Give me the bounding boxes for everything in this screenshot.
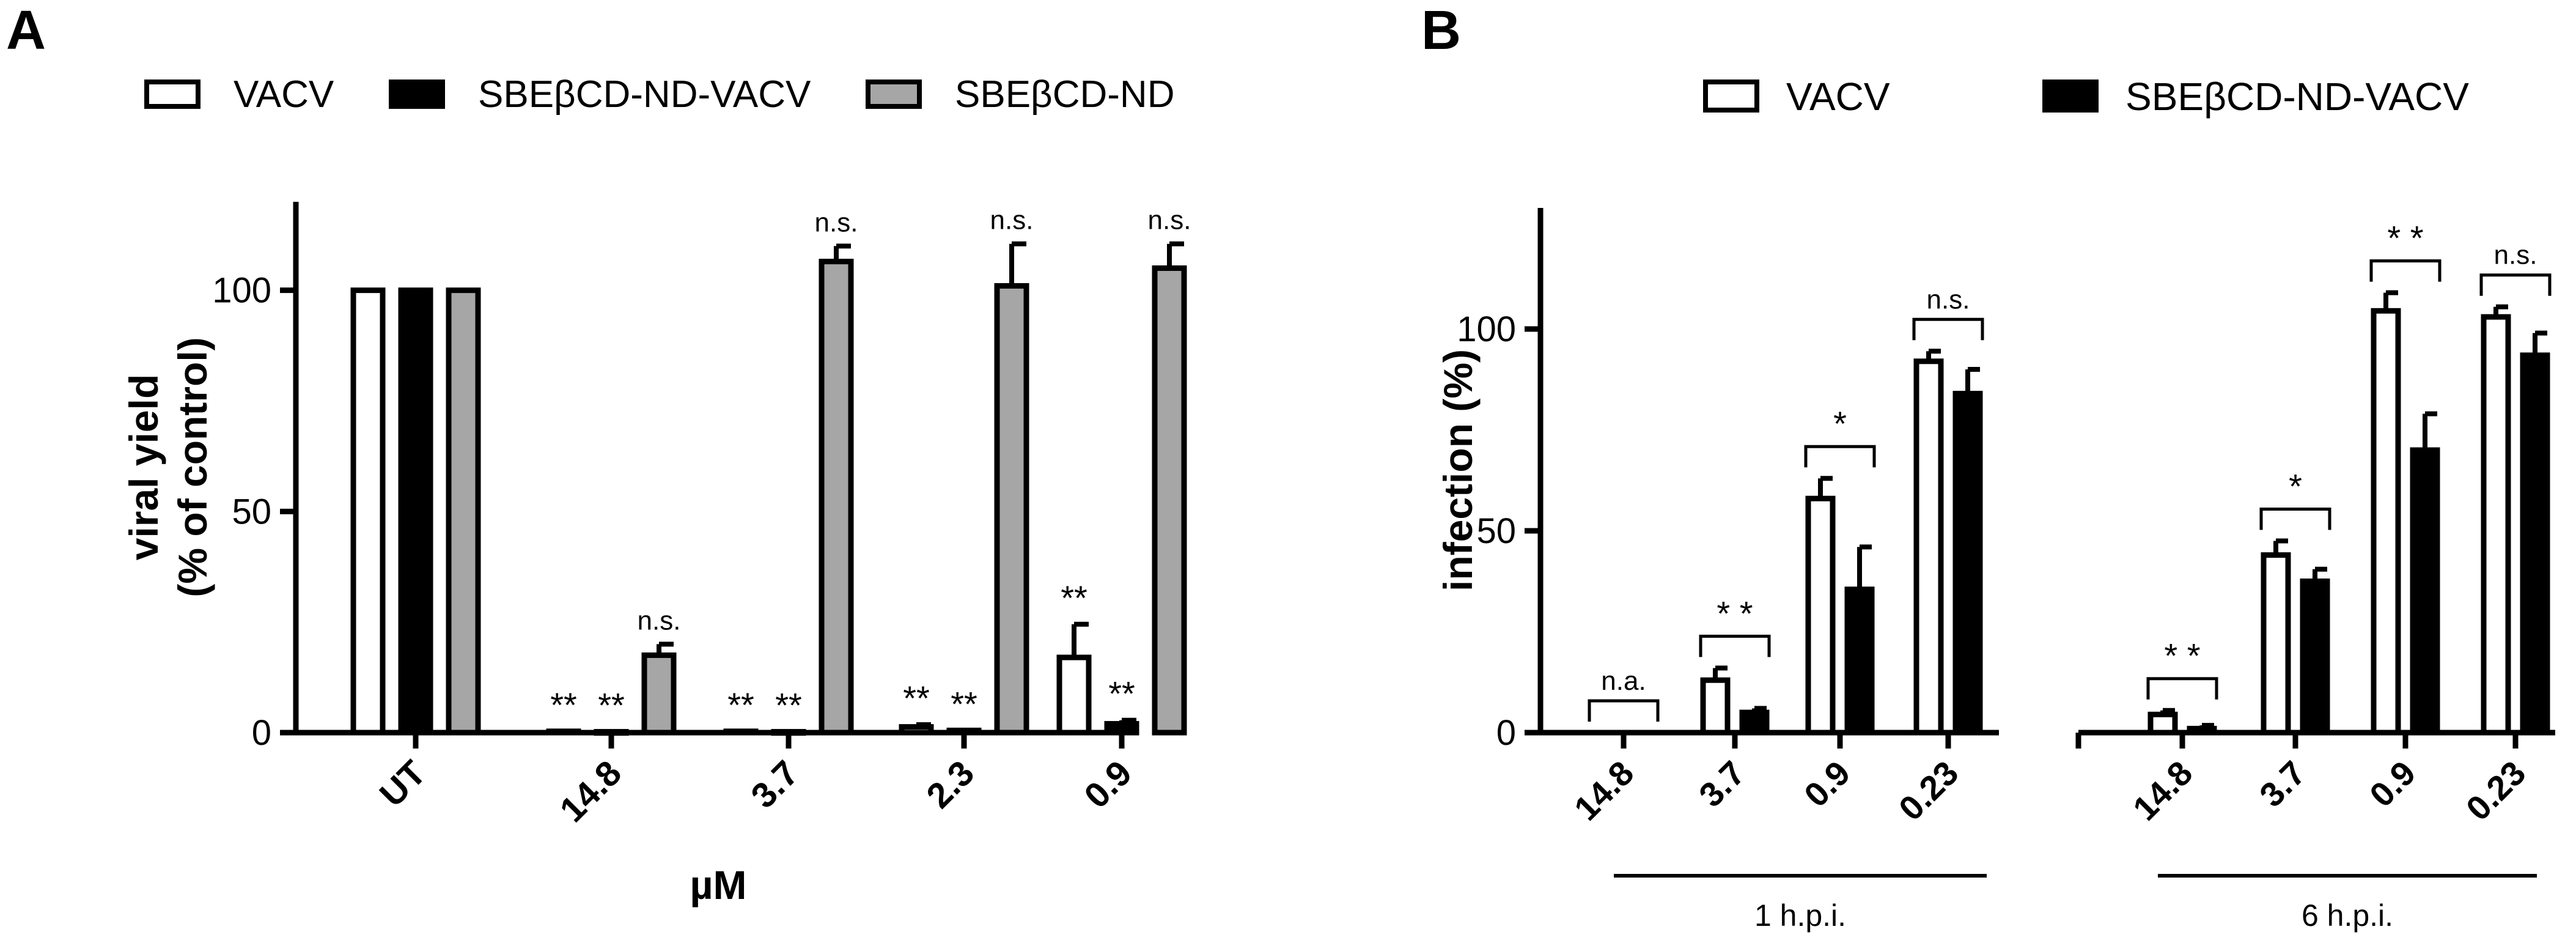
significance-bracket xyxy=(2479,273,2552,296)
significance-bracket xyxy=(1804,445,1876,468)
bar xyxy=(1805,495,1836,736)
x-axis-label: µM xyxy=(690,862,746,908)
y-tick-label: 0 xyxy=(1496,713,1516,753)
legend-label: VACV xyxy=(1786,75,1890,119)
x-tick-label: 0.9 xyxy=(2362,753,2423,815)
legend-swatch xyxy=(1703,80,1759,113)
bar xyxy=(398,287,433,736)
legend-swatch xyxy=(389,80,445,109)
x-tick-label: 14.8 xyxy=(1567,753,1641,828)
x-tick-label: 0.23 xyxy=(1891,753,1966,828)
bar xyxy=(1913,358,1944,736)
chart-a: 0 50 100 viral yield (% of control) VACV SBEβC… xyxy=(121,73,1191,908)
significance-label: n.a. xyxy=(1601,666,1646,696)
bar xyxy=(2371,308,2401,736)
y-tick-label: 100 xyxy=(212,271,271,311)
y-axis-label: viral yield xyxy=(121,374,166,561)
significance-label: * * xyxy=(2387,219,2423,257)
bar xyxy=(350,287,386,736)
bar xyxy=(946,727,982,736)
y-axis-label: infection (%) xyxy=(1435,349,1481,591)
bar xyxy=(2300,579,2330,736)
x-tick-label: 0.9 xyxy=(1797,753,1858,815)
significance-label: * xyxy=(2289,467,2302,506)
bar xyxy=(546,728,581,736)
significance-label: ** xyxy=(598,686,625,725)
bar xyxy=(819,259,854,736)
x-tick-label: 3.7 xyxy=(2252,753,2313,815)
bar xyxy=(1844,586,1875,736)
bar xyxy=(723,728,759,736)
legend-label: VACV xyxy=(234,73,334,116)
legend-label: SBEβCD-ND xyxy=(955,73,1174,116)
legend-swatch xyxy=(144,80,201,109)
bar xyxy=(1152,265,1187,736)
bar xyxy=(641,652,677,736)
x-tick-label: 3.7 xyxy=(743,753,806,816)
bar xyxy=(446,287,481,736)
significance-label: ** xyxy=(775,686,802,725)
legend-swatch xyxy=(2042,80,2099,113)
significance-label: ** xyxy=(727,686,754,724)
bar xyxy=(1739,709,1770,736)
bar xyxy=(2481,314,2511,736)
x-tick-label: 14.8 xyxy=(552,753,629,830)
significance-bracket xyxy=(2146,677,2218,700)
bar xyxy=(2261,552,2291,736)
x-tick-label: 3.7 xyxy=(1691,753,1753,815)
x-tick-label: 0.23 xyxy=(2459,753,2533,828)
significance-label: n.s. xyxy=(638,605,681,635)
y-tick-label: 50 xyxy=(1476,511,1516,551)
y-axis-label: (% of control) xyxy=(170,337,215,597)
bar xyxy=(1056,654,1092,736)
significance-label: n.s. xyxy=(2494,240,2537,270)
significance-label: ** xyxy=(951,684,977,723)
bar xyxy=(899,724,934,736)
bar xyxy=(1700,677,1731,736)
group-label: 1 h.p.i. xyxy=(1754,898,1846,933)
x-tick-label: 14.8 xyxy=(2125,753,2200,828)
significance-bracket xyxy=(1912,317,1984,341)
significance-label: ** xyxy=(903,679,930,717)
x-tick-label: 2.3 xyxy=(919,753,982,816)
y-tick-label: 100 xyxy=(1457,309,1516,349)
significance-label: ** xyxy=(550,686,577,724)
significance-bracket xyxy=(2259,508,2331,530)
significance-label: ** xyxy=(1108,675,1135,713)
significance-label: ** xyxy=(1061,579,1087,617)
significance-label: * * xyxy=(2164,637,2200,675)
significance-bracket xyxy=(1588,699,1660,722)
significance-label: n.s. xyxy=(990,205,1034,235)
bar xyxy=(1104,721,1139,736)
bar xyxy=(2410,447,2440,736)
x-tick-label: 0.9 xyxy=(1076,753,1139,816)
y-tick-label: 50 xyxy=(232,492,271,531)
legend-label: SBEβCD-ND-VACV xyxy=(2125,75,2469,119)
significance-label: n.s. xyxy=(1148,205,1191,235)
significance-label: n.s. xyxy=(815,207,858,237)
significance-label: * xyxy=(1833,404,1847,443)
significance-label: * * xyxy=(1717,594,1753,632)
x-tick-label: UT xyxy=(372,753,434,815)
panel-b-letter: B xyxy=(1421,0,1461,61)
significance-bracket xyxy=(2369,259,2442,282)
group-label: 6 h.p.i. xyxy=(2302,898,2393,933)
bar xyxy=(2520,352,2550,736)
bar xyxy=(2147,711,2178,736)
bar xyxy=(994,283,1029,736)
significance-label: n.s. xyxy=(1927,284,1970,314)
legend-label: SBEβCD-ND-VACV xyxy=(478,73,811,116)
y-tick-label: 0 xyxy=(252,713,271,753)
bar xyxy=(1952,391,1983,736)
bar xyxy=(2187,725,2217,736)
panel-a-letter: A xyxy=(6,0,46,61)
significance-bracket xyxy=(1699,634,1771,657)
legend-swatch xyxy=(866,80,922,109)
